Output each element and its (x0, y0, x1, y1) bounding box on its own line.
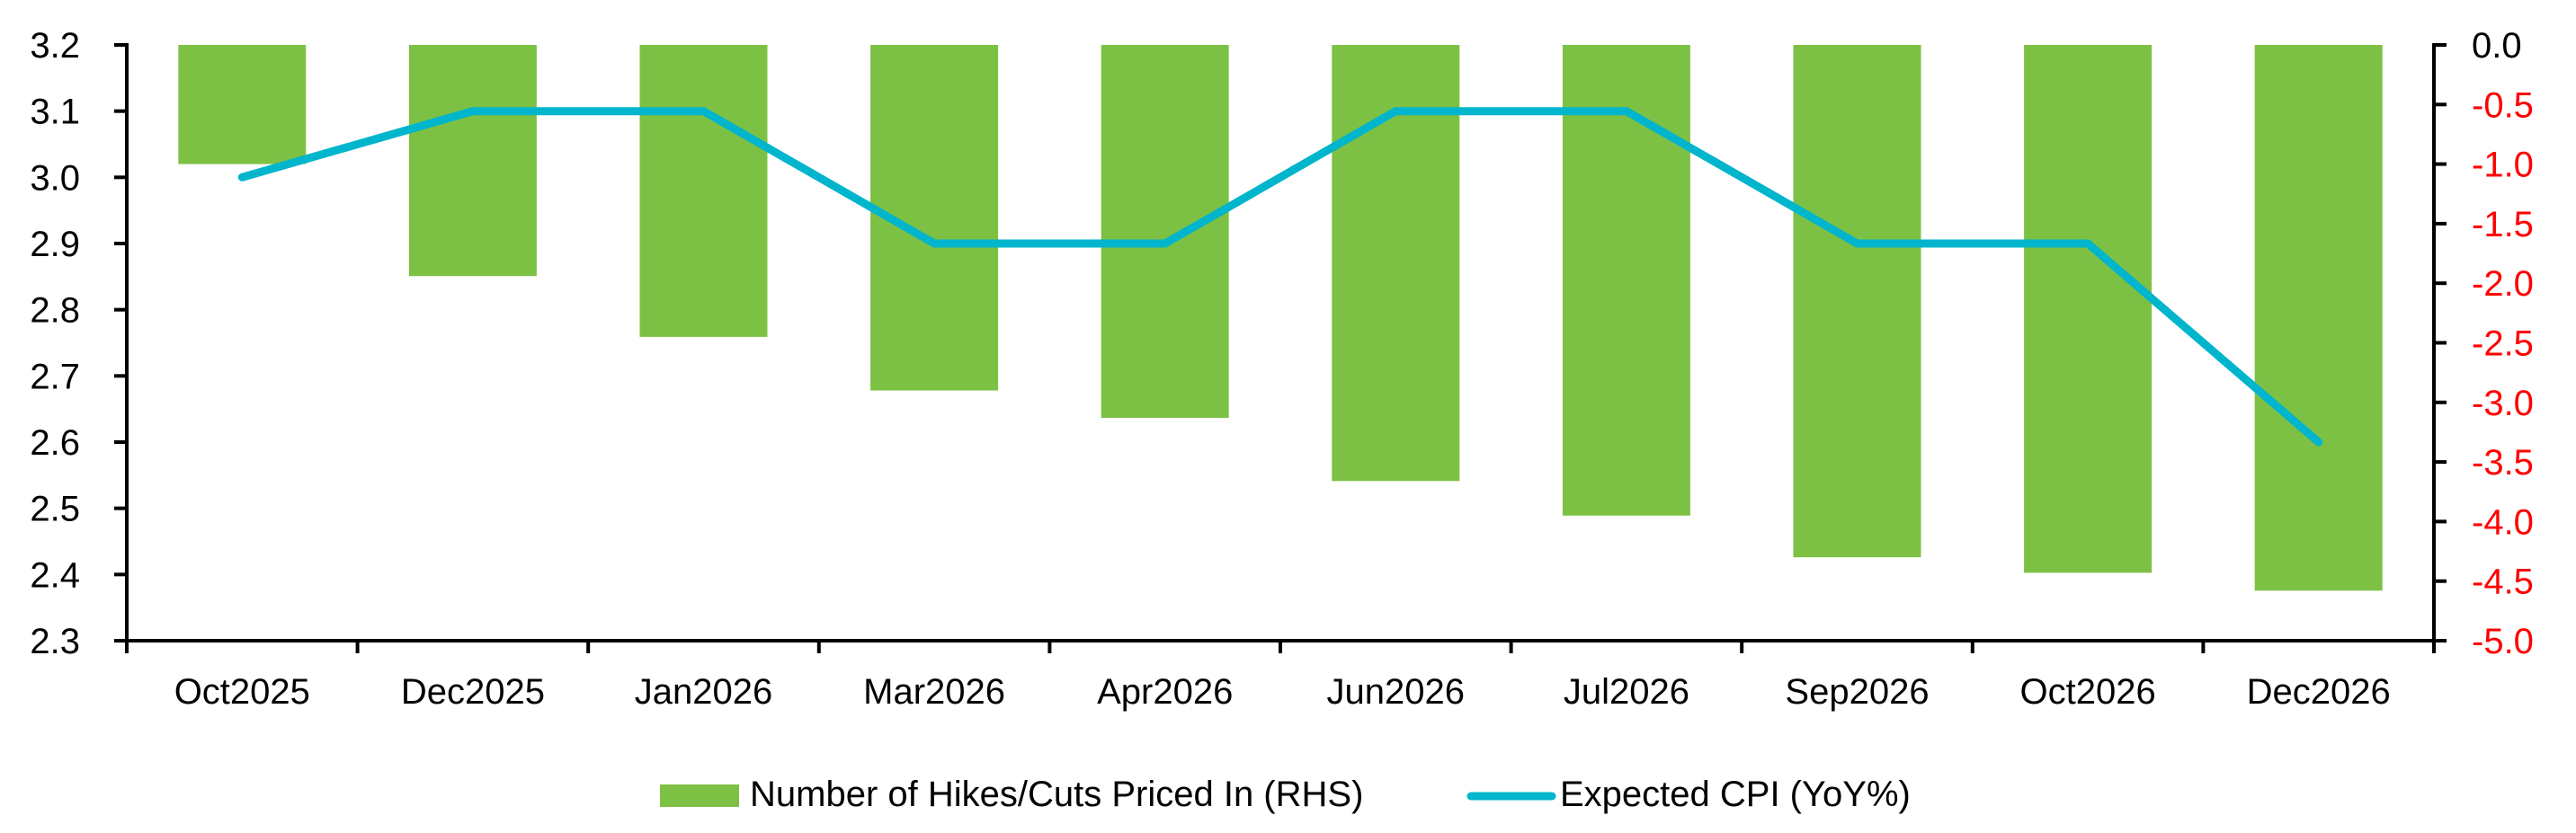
bar-series (178, 45, 2383, 591)
left-tick-label: 2.5 (30, 490, 80, 529)
right-tick-label: 0.0 (2472, 26, 2522, 66)
x-tick-label: Dec2026 (2247, 672, 2391, 712)
left-tick-label: 2.8 (30, 291, 80, 331)
x-tick-label: Oct2025 (174, 672, 310, 712)
x-tick-label: Sep2026 (1785, 672, 1929, 712)
x-tick-label: Mar2026 (863, 672, 1005, 712)
left-tick-label: 3.0 (30, 158, 80, 198)
legend-item-line: Expected CPI (YoY%) (1466, 775, 1911, 814)
x-axis-ticks: Oct2025 Dec2025 Jan2026 Mar2026 Apr2026 Jun20… (125, 641, 2436, 712)
right-axis-ticks: 0.0 -0.5 -1.0 -1.5 -2.0 -2.5 -3.0 -3.5 -4.0 -4.5 -… (2434, 26, 2534, 661)
bar-Sep2026 (1793, 45, 1921, 558)
legend-label-bars: Number of Hikes/Cuts Priced In (RHS) (750, 775, 1363, 814)
left-tick-label: 3.2 (30, 26, 80, 66)
bar-Jan2026 (639, 45, 768, 337)
bar-Apr2026 (1101, 45, 1229, 419)
right-tick-label: -3.0 (2472, 384, 2534, 423)
legend-bar-swatch-icon (660, 784, 739, 807)
x-tick-label: Jan2026 (635, 672, 772, 712)
left-tick-label: 2.6 (30, 423, 80, 463)
x-tick-label: Oct2026 (2019, 672, 2155, 712)
left-tick-label: 2.9 (30, 225, 80, 264)
right-tick-label: -2.0 (2472, 264, 2534, 304)
right-tick-label: -3.5 (2472, 443, 2534, 483)
bar-Oct2026 (2024, 45, 2153, 573)
legend: Number of Hikes/Cuts Priced In (RHS) Exp… (660, 775, 1911, 814)
x-tick-label: Apr2026 (1097, 672, 1233, 712)
line-series (237, 107, 2323, 447)
right-tick-label: -4.5 (2472, 563, 2534, 602)
right-tick-label: -0.5 (2472, 85, 2534, 125)
x-tick-label: Jul2026 (1564, 672, 1689, 712)
x-tick-label: Dec2025 (401, 672, 545, 712)
bar-Dec2025 (408, 45, 537, 277)
bar-Dec2026 (2254, 45, 2383, 591)
x-tick-label: Jun2026 (1327, 672, 1465, 712)
bar-Jun2026 (1332, 45, 1460, 482)
legend-item-bars: Number of Hikes/Cuts Priced In (RHS) (660, 775, 1363, 814)
left-tick-label: 2.3 (30, 622, 80, 661)
legend-label-line: Expected CPI (YoY%) (1560, 775, 1911, 814)
left-axis-ticks: 3.2 3.1 3.0 2.9 2.8 2.7 2.6 2.5 2.4 2.3 (30, 26, 127, 661)
left-tick-label: 2.4 (30, 555, 80, 595)
cpi-line (237, 107, 2323, 447)
right-tick-label: -1.5 (2472, 205, 2534, 244)
right-tick-label: -1.0 (2472, 146, 2534, 185)
bar-Jul2026 (1562, 45, 1690, 516)
right-tick-label: -4.0 (2472, 502, 2534, 542)
right-tick-label: -5.0 (2472, 622, 2534, 661)
left-tick-label: 2.7 (30, 357, 80, 396)
bar-Oct2025 (178, 45, 307, 164)
right-tick-label: -2.5 (2472, 324, 2534, 364)
left-tick-label: 3.1 (30, 93, 80, 132)
